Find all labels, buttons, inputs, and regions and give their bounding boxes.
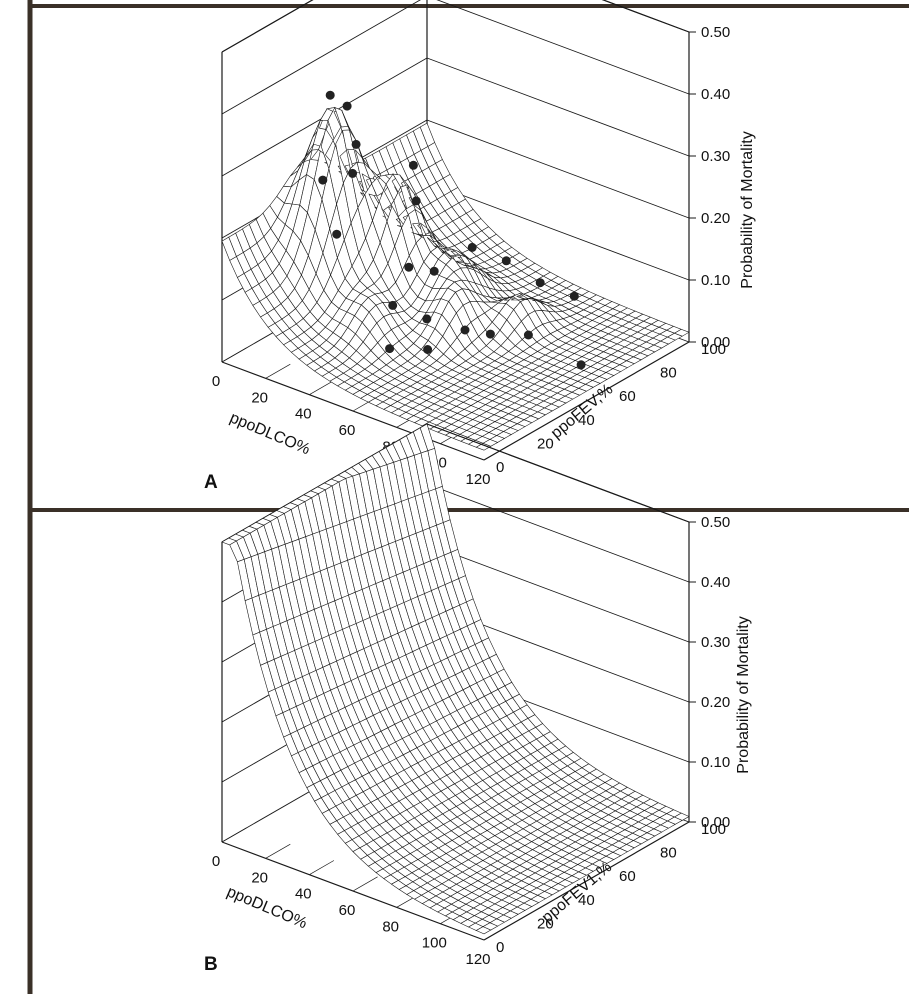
x-tick-label: 20 (251, 869, 268, 886)
observed-point (318, 175, 328, 185)
floor-gridline (309, 860, 335, 876)
y-tick-label: 60 (619, 388, 636, 405)
x-tick-label: 60 (339, 422, 356, 439)
observed-point (460, 325, 470, 335)
observed-point (422, 314, 432, 324)
z-axis-label: Probability of Mortality (735, 616, 752, 773)
x-tick-label: 60 (339, 902, 356, 919)
floor-gridline (221, 347, 247, 363)
x-tick-label: 40 (295, 406, 312, 423)
floor-gridline (352, 876, 378, 892)
observed-point (523, 330, 533, 340)
floor-gridline (309, 380, 335, 396)
floor-gridline (265, 363, 291, 379)
z-tick-label: 0.30 (701, 634, 730, 651)
observed-point (351, 139, 361, 149)
y-tick-label: 0 (496, 939, 504, 956)
y-tick-label: 0 (496, 459, 504, 476)
back-wall-gridline (221, 0, 421, 115)
floor-y-edge (483, 341, 690, 461)
back-wall-gridline (221, 0, 314, 53)
observed-point (423, 345, 433, 354)
panel-b-surface-plot: 0.00 0.10 0.20 0.30 0.40 0.50 0 20 40 60 80 100 120 0… (204, 423, 752, 975)
floor-y-edge (483, 821, 690, 941)
z-tick-label: 0.10 (701, 754, 730, 771)
z-tick-label: 0.00 (701, 334, 730, 351)
observed-point (576, 360, 586, 370)
observed-point (404, 262, 414, 272)
floor-gridline (221, 827, 247, 843)
observed-point (385, 344, 395, 354)
observed-point (408, 160, 418, 170)
panel-label-a: A (204, 472, 218, 493)
x-tick-label: 40 (295, 886, 312, 903)
y-tick-label: 60 (619, 868, 636, 885)
observed-point (535, 278, 545, 288)
y-tick-label: 20 (537, 435, 554, 452)
z-tick-label: 0.20 (701, 694, 730, 711)
x-tick-label: 0 (212, 373, 220, 390)
z-tick-label: 0.20 (701, 210, 730, 227)
x-tick-label: 0 (212, 853, 220, 870)
observed-point (569, 291, 579, 301)
observed-point (348, 168, 358, 178)
floor-gridline (265, 843, 291, 859)
y-tick-label: 40 (578, 892, 595, 909)
observed-point (467, 242, 477, 252)
right-wall-gridline (426, 181, 690, 281)
y-tick-label: 100 (701, 341, 726, 358)
z-tick-label: 0.00 (701, 814, 730, 831)
y-tick-label: 40 (578, 412, 595, 429)
y-tick-label: 80 (660, 845, 677, 862)
right-wall-gridline (426, 543, 690, 643)
y-tick-label: 100 (701, 821, 726, 838)
z-tick-label: 0.50 (701, 24, 730, 41)
panel-label-b: B (204, 954, 218, 975)
right-wall-gridline (426, 483, 690, 583)
z-tick-label: 0.10 (701, 272, 730, 289)
y-tick-label: 20 (537, 915, 554, 932)
z-tick-label: 0.40 (701, 574, 730, 591)
observed-point (411, 196, 421, 206)
x-tick-label: 20 (251, 389, 268, 406)
z-tick-label: 0.40 (701, 86, 730, 103)
x-tick-label: 120 (465, 471, 490, 488)
panel-a-surface-plot: 0.00 0.10 0.20 0.30 0.40 0.50 0 20 40 60 80 100 120 0… (204, 0, 756, 493)
floor-gridline (483, 925, 509, 941)
x-tick-label: 100 (422, 935, 447, 952)
right-wall-gridline (426, 423, 690, 523)
right-wall-gridline (602, 0, 690, 33)
right-wall-gridline (426, 57, 690, 157)
x-tick-label: 80 (382, 918, 399, 935)
observed-point (501, 256, 511, 266)
y-tick-label: 80 (660, 365, 677, 382)
observed-point (342, 101, 352, 111)
right-wall-gridline (426, 119, 690, 219)
z-tick-label: 0.50 (701, 514, 730, 531)
surface-cell (673, 328, 690, 337)
z-tick-label: 0.30 (701, 148, 730, 165)
observed-point (388, 300, 398, 310)
observed-point (429, 266, 439, 276)
observed-point (485, 329, 495, 339)
surface-cell (673, 812, 690, 821)
observed-point (325, 90, 335, 100)
z-axis-label: Probability of Mortality (739, 131, 756, 288)
observed-point (332, 229, 342, 239)
right-wall-gridline (436, 0, 690, 95)
floor-gridline (483, 445, 509, 461)
x-tick-label: 120 (465, 951, 490, 968)
